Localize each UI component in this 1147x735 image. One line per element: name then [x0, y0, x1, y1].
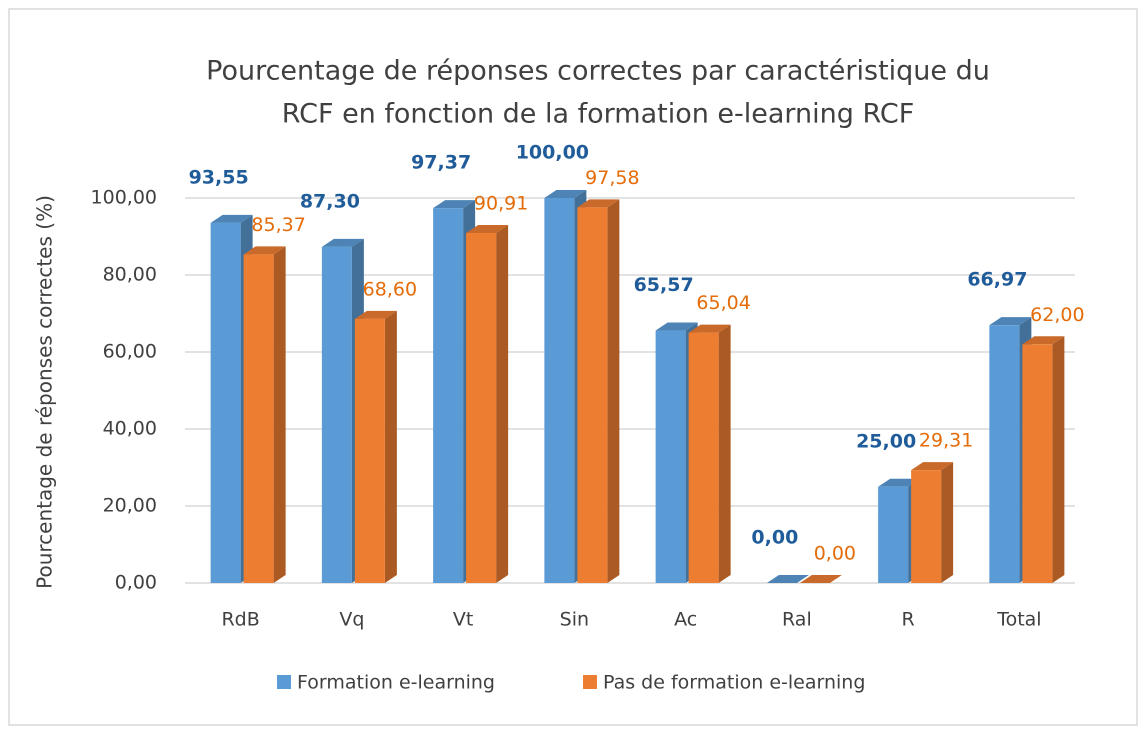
value-label: 25,00 [856, 430, 916, 452]
bar-side [607, 199, 620, 583]
bar-top [433, 200, 476, 209]
bar [577, 207, 608, 583]
value-label: 66,97 [967, 269, 1027, 291]
bar-top [466, 224, 509, 233]
bar-top [321, 238, 364, 247]
bar-top [688, 324, 731, 333]
value-label: 65,57 [634, 274, 694, 296]
chart-title: RCF en fonction de la formation e-learni… [282, 99, 915, 130]
bar [466, 232, 497, 583]
bar [243, 254, 274, 583]
bar-top [878, 478, 921, 487]
bar-top [989, 317, 1032, 326]
value-label: 62,00 [1030, 304, 1084, 326]
bar [911, 470, 942, 583]
legend-swatch [583, 675, 597, 689]
value-label: 90,91 [474, 192, 528, 214]
bar [321, 246, 352, 583]
bar [878, 486, 909, 583]
bar-side [1052, 336, 1065, 583]
y-axis-title: Pourcentage de réponses correctes (%) [33, 195, 57, 589]
bar-side [273, 246, 286, 583]
chart-title: Pourcentage de réponses correctes par ca… [206, 56, 990, 87]
bar [433, 208, 464, 584]
bar-top [354, 310, 397, 319]
value-label: 0,00 [814, 543, 856, 565]
bar [688, 332, 719, 583]
y-tick-label: 0,00 [115, 572, 157, 594]
value-label: 93,55 [189, 166, 249, 188]
y-tick-label: 20,00 [103, 495, 157, 517]
x-tick-label: Total [996, 609, 1041, 631]
x-tick-label: RdB [221, 609, 259, 631]
legend-label: Formation e-learning [297, 672, 495, 694]
y-tick-label: 40,00 [103, 418, 157, 440]
bar [1022, 344, 1053, 583]
bar-top [911, 462, 954, 471]
value-label: 65,04 [696, 292, 750, 314]
value-label: 85,37 [251, 214, 305, 236]
x-tick-label: Ac [674, 609, 697, 631]
y-tick-label: 60,00 [103, 341, 157, 363]
bar [544, 198, 575, 583]
bar-side [496, 224, 509, 583]
bar [655, 330, 686, 583]
bar-top [799, 575, 842, 583]
value-label: 100,00 [516, 142, 589, 164]
value-label: 97,37 [411, 152, 471, 174]
value-label: 87,30 [300, 190, 360, 212]
bar-top [766, 575, 809, 583]
bar [354, 318, 385, 583]
x-tick-label: Sin [560, 609, 589, 631]
bar-top [655, 322, 698, 331]
x-tick-label: Ral [782, 609, 812, 631]
value-label: 97,58 [585, 167, 639, 189]
bar-top [210, 214, 253, 223]
y-tick-label: 80,00 [103, 264, 157, 286]
bar-top [1022, 336, 1065, 345]
x-tick-label: Vt [453, 609, 473, 631]
bar-side [718, 324, 731, 583]
bar-side [941, 462, 954, 583]
bar [210, 222, 241, 583]
legend-label: Pas de formation e-learning [603, 672, 865, 694]
value-label: 68,60 [363, 278, 417, 300]
bar-side [384, 310, 397, 583]
legend-swatch [277, 675, 291, 689]
bar [989, 325, 1020, 583]
bar-top [544, 190, 587, 198]
bar-top [577, 199, 620, 208]
value-label: 0,00 [751, 527, 798, 549]
y-tick-label: 100,00 [91, 187, 157, 209]
x-tick-label: Vq [339, 609, 364, 631]
bar-top [243, 246, 286, 255]
value-label: 29,31 [919, 430, 973, 452]
x-tick-label: R [902, 609, 915, 631]
